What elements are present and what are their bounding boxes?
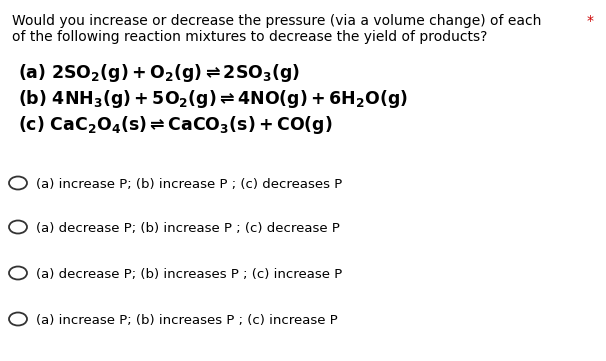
Text: (a) increase P; (b) increases P ; (c) increase P: (a) increase P; (b) increases P ; (c) in… bbox=[36, 314, 338, 327]
Text: *: * bbox=[587, 14, 594, 28]
Text: $\bf{(a)\ 2SO_2(g) + O_2(g) \rightleftharpoons 2SO_3(g)}$: $\bf{(a)\ 2SO_2(g) + O_2(g) \rightleftha… bbox=[18, 62, 300, 84]
Text: of the following reaction mixtures to decrease the yield of products?: of the following reaction mixtures to de… bbox=[12, 30, 487, 44]
Text: $\bf{(c)\ CaC_2O_4(s) \rightleftharpoons CaCO_3(s) + CO(g)}$: $\bf{(c)\ CaC_2O_4(s) \rightleftharpoons… bbox=[18, 114, 333, 136]
Text: (a) increase P; (b) increase P ; (c) decreases P: (a) increase P; (b) increase P ; (c) dec… bbox=[36, 178, 342, 191]
Text: Would you increase or decrease the pressure (via a volume change) of each: Would you increase or decrease the press… bbox=[12, 14, 541, 28]
Text: $\bf{(b)\ 4NH_3(g) + 5O_2(g) \rightleftharpoons 4NO(g) + 6H_2O(g)}$: $\bf{(b)\ 4NH_3(g) + 5O_2(g) \rightlefth… bbox=[18, 88, 408, 110]
Text: (a) decrease P; (b) increases P ; (c) increase P: (a) decrease P; (b) increases P ; (c) in… bbox=[36, 268, 342, 281]
Text: (a) decrease P; (b) increase P ; (c) decrease P: (a) decrease P; (b) increase P ; (c) dec… bbox=[36, 222, 340, 235]
